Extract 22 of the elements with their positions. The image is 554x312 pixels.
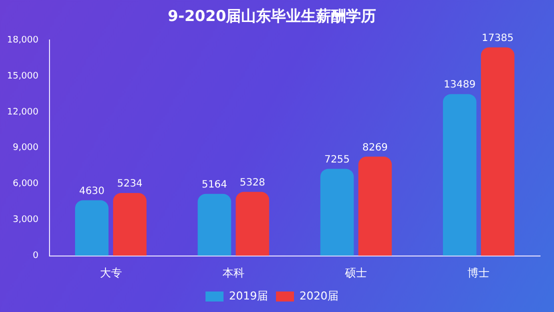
legend-label: 2020届 <box>300 289 338 302</box>
legend-label: 2019届 <box>229 289 268 302</box>
data-label: 7255 <box>324 154 350 166</box>
x-tick-label: 硕士 <box>344 266 368 280</box>
y-tick-label: 0 <box>32 251 39 262</box>
y-tick-label: 9,000 <box>12 143 39 154</box>
data-label: 13489 <box>444 80 476 91</box>
y-tick-label: 15,000 <box>6 71 39 82</box>
y-tick-label: 18,000 <box>6 35 39 46</box>
data-label: 5164 <box>202 179 228 190</box>
data-label: 4630 <box>79 186 105 197</box>
x-tick-label: 博士 <box>468 266 490 280</box>
data-label: 5234 <box>117 178 143 190</box>
data-label: 8269 <box>362 142 388 154</box>
x-tick-label: 大专 <box>100 266 122 280</box>
data-label: 17385 <box>482 32 514 44</box>
y-tick-label: 3,000 <box>12 215 39 226</box>
y-tick-label: 12,000 <box>6 107 39 118</box>
chart-title: 9-2020届山东毕业生薪酬学历 <box>168 6 376 25</box>
y-tick-label: 6,000 <box>12 179 39 190</box>
data-label: 5328 <box>240 178 266 189</box>
x-tick-label: 本科 <box>222 266 244 280</box>
